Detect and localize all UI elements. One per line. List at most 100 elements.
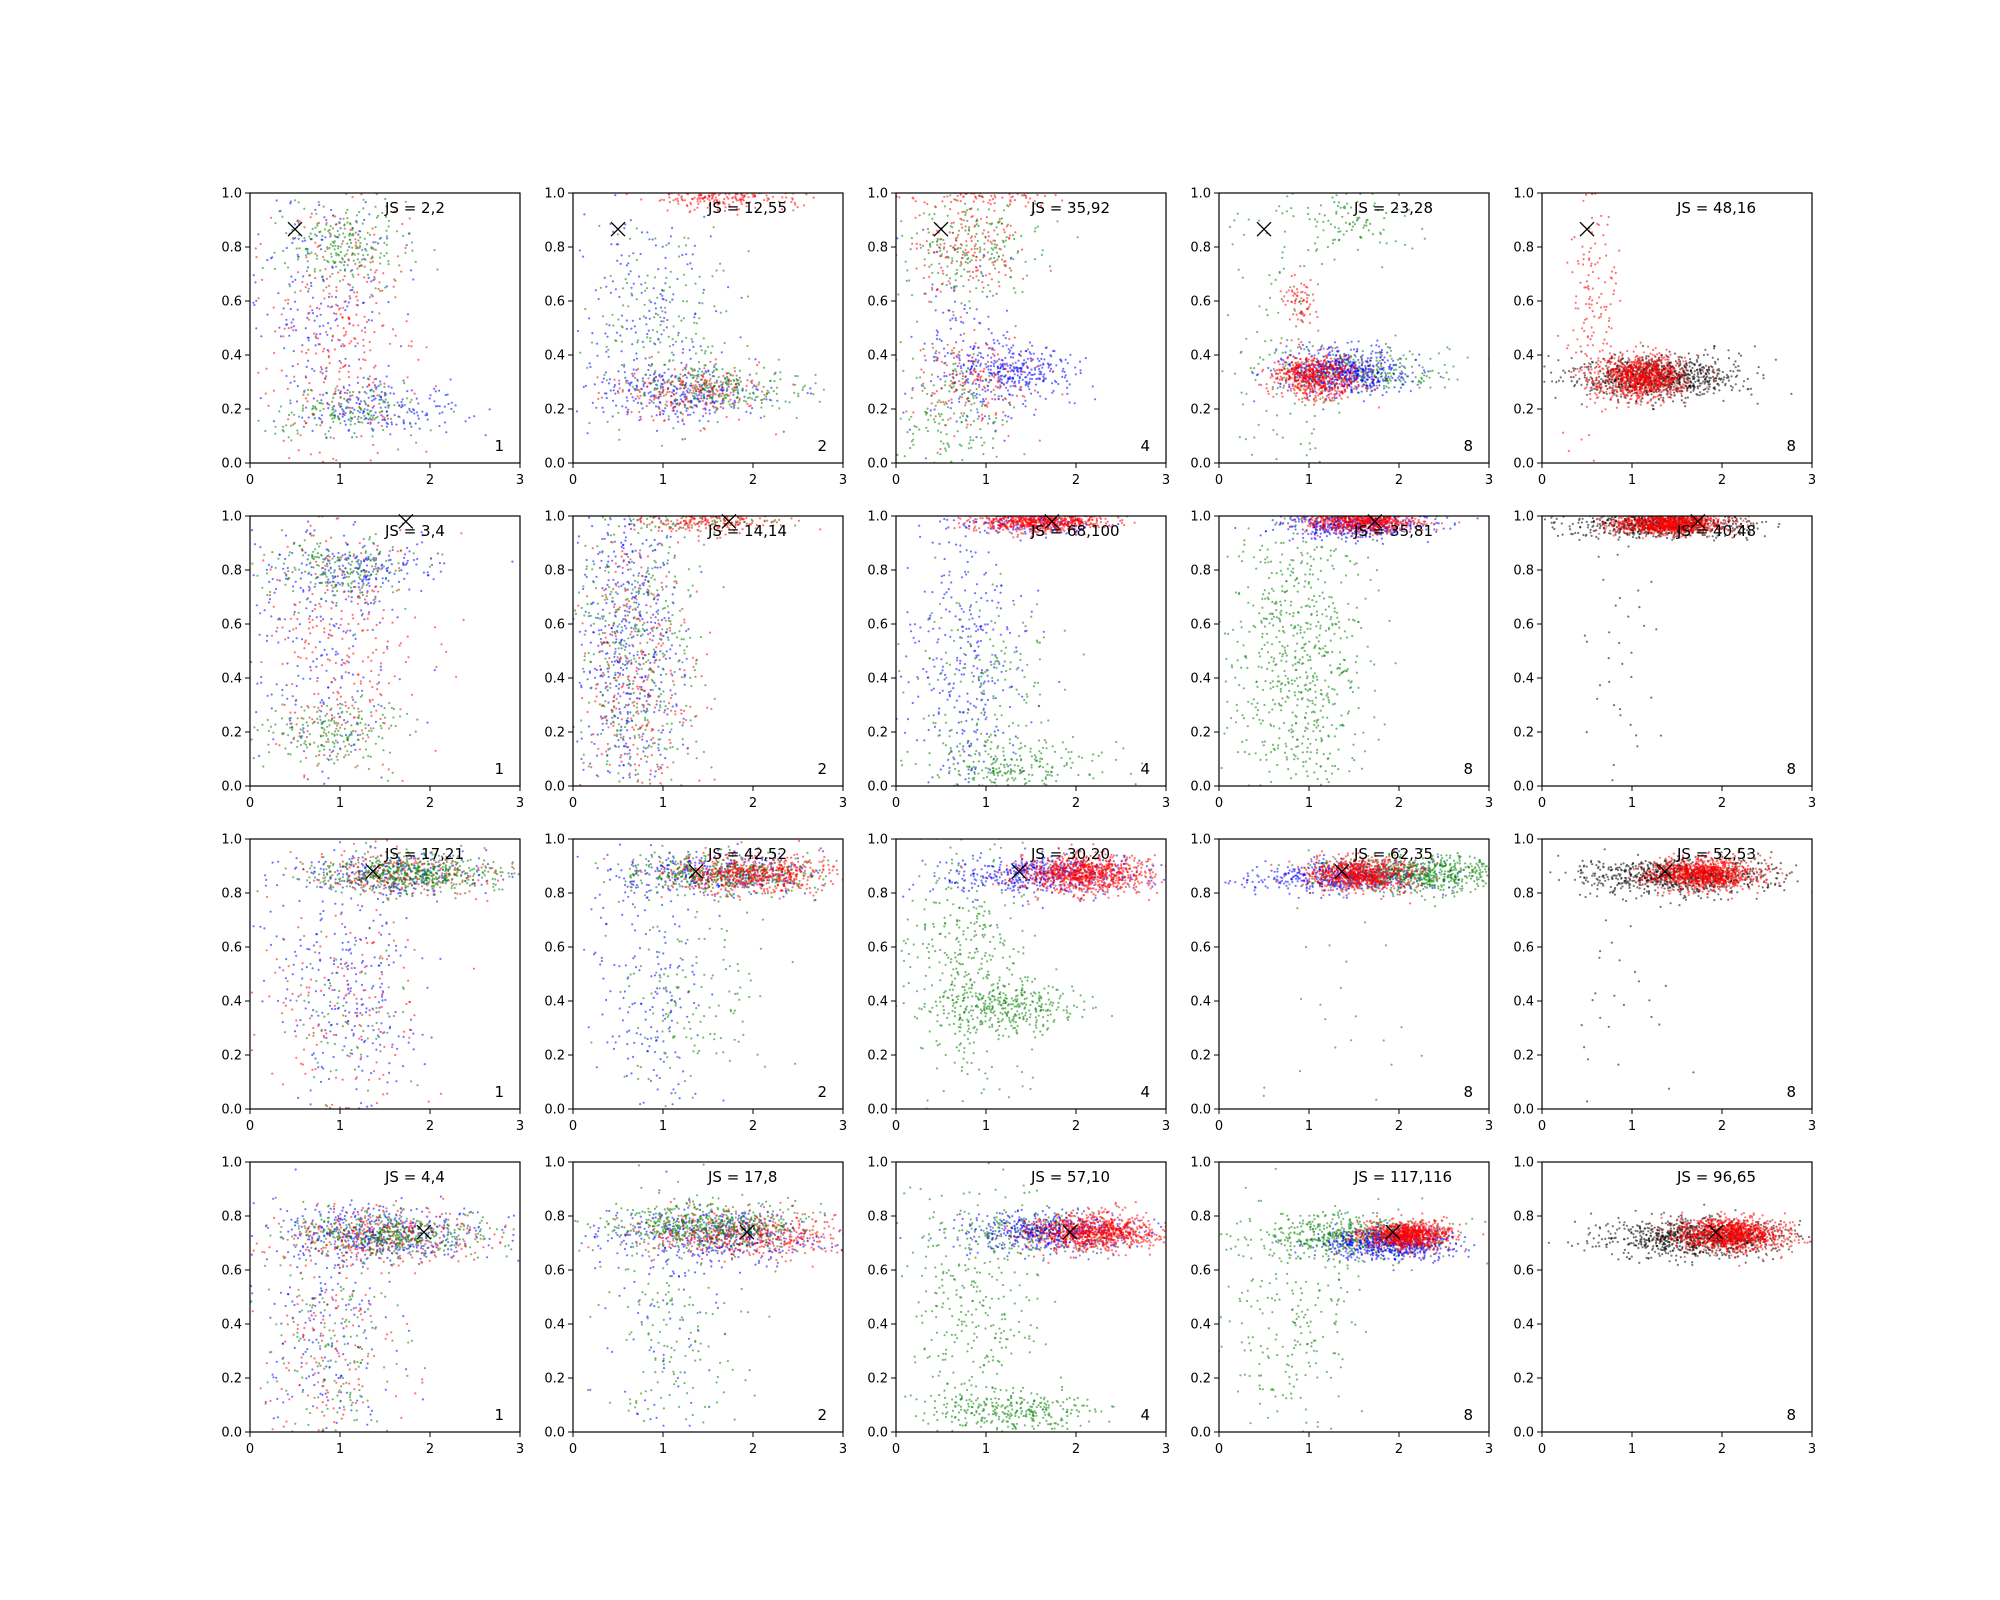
data-point (677, 331, 680, 334)
data-point (1418, 386, 1421, 389)
data-point (1018, 377, 1022, 380)
data-point (1313, 354, 1316, 357)
data-point (1002, 241, 1005, 244)
data-point (1321, 396, 1324, 399)
data-point (722, 397, 725, 400)
data-point (704, 364, 707, 367)
data-point (326, 401, 329, 404)
data-point (793, 201, 796, 204)
data-point (354, 345, 357, 348)
data-point (1375, 364, 1378, 367)
data-point (441, 411, 444, 414)
data-point (363, 414, 366, 417)
data-point (1376, 339, 1379, 342)
data-point (1335, 212, 1338, 215)
data-point (399, 345, 403, 348)
data-point (340, 361, 343, 364)
data-point (992, 239, 995, 242)
data-point (289, 200, 292, 203)
data-point (311, 309, 314, 312)
data-point (1289, 364, 1292, 367)
data-point (1278, 205, 1281, 208)
data-point (1020, 194, 1024, 197)
data-point (1383, 356, 1386, 359)
data-point (366, 385, 369, 388)
data-point (660, 333, 663, 336)
data-point (679, 394, 682, 397)
data-point (356, 258, 359, 261)
data-point (372, 248, 375, 251)
data-point (1377, 345, 1381, 348)
data-point (993, 342, 996, 345)
data-point (708, 203, 711, 206)
data-point (1280, 392, 1283, 395)
data-point (749, 201, 752, 204)
data-point (1373, 388, 1376, 391)
data-point (1005, 236, 1008, 239)
data-point (693, 404, 696, 407)
data-point (970, 248, 973, 251)
data-point (345, 406, 348, 409)
data-point (334, 390, 337, 393)
data-point (772, 390, 775, 393)
data-point (1381, 378, 1384, 381)
data-point (1019, 386, 1022, 389)
data-point (1347, 212, 1350, 215)
data-point (672, 406, 675, 409)
data-point (730, 405, 733, 408)
data-point (410, 425, 413, 428)
data-point (601, 381, 604, 384)
data-point (1317, 352, 1320, 355)
data-point (964, 401, 967, 404)
data-point (1314, 396, 1317, 399)
data-point (365, 249, 368, 252)
data-point (687, 371, 690, 374)
data-point (1249, 367, 1252, 370)
data-point (982, 356, 985, 359)
data-point (1001, 419, 1004, 422)
data-point (378, 394, 381, 397)
data-point (931, 283, 934, 286)
data-point (713, 199, 716, 202)
data-point (339, 395, 342, 399)
data-point (358, 421, 361, 424)
data-point (255, 327, 258, 330)
data-point (385, 243, 388, 246)
data-point (368, 233, 371, 236)
data-point (966, 258, 969, 261)
data-point (1447, 378, 1451, 381)
data-point (336, 385, 339, 388)
data-point (1033, 258, 1037, 261)
data-point (1025, 365, 1029, 368)
data-point (660, 288, 664, 291)
data-point (273, 351, 276, 355)
data-point (956, 194, 959, 197)
data-point (632, 358, 636, 362)
data-point (714, 362, 718, 366)
data-point (698, 391, 701, 394)
data-point (405, 320, 408, 323)
data-point (997, 373, 1000, 376)
data-point (908, 418, 911, 421)
data-point (1063, 376, 1066, 379)
data-point (971, 270, 975, 274)
data-point (1414, 376, 1417, 379)
data-point (922, 228, 925, 231)
data-point (320, 238, 323, 241)
data-point (679, 373, 682, 376)
data-point (975, 287, 978, 290)
data-point (1034, 383, 1038, 386)
data-point (348, 283, 352, 287)
data-point (1344, 370, 1347, 373)
data-point (294, 329, 298, 332)
data-point (321, 372, 324, 375)
data-point (1348, 355, 1351, 358)
data-point (933, 212, 936, 216)
data-point (922, 276, 925, 280)
data-point (305, 256, 308, 259)
data-point (623, 363, 626, 366)
data-point (612, 230, 615, 233)
data-point (1383, 361, 1386, 364)
axes-frame (895, 192, 1167, 464)
data-point (937, 271, 940, 275)
